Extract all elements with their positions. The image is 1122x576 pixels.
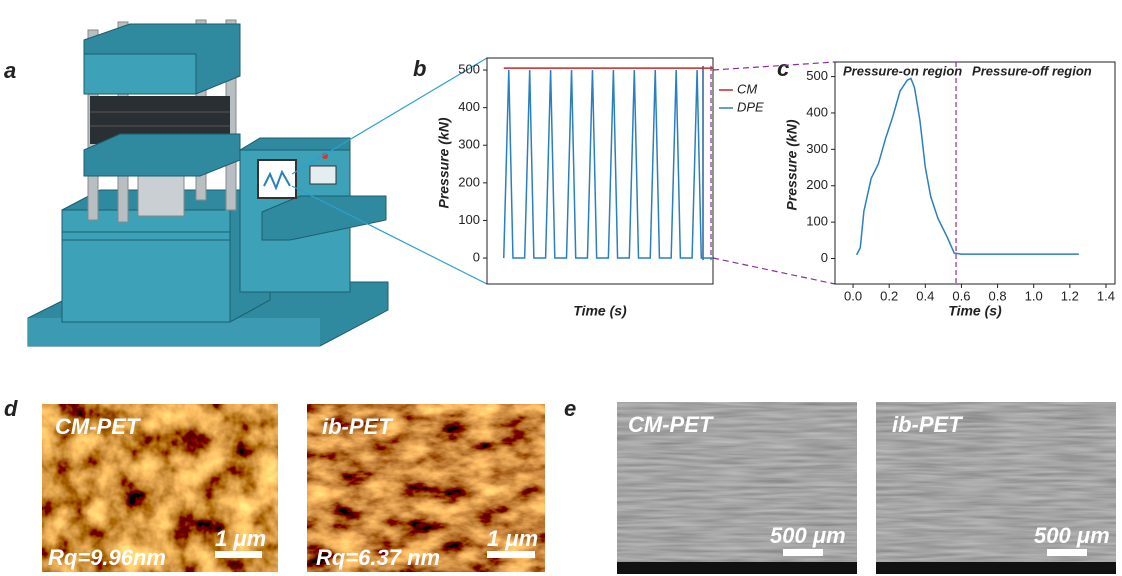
x-axis-title: Time (s) <box>573 303 627 319</box>
y-axis-title: Pressure (kN) <box>784 119 800 210</box>
sem-image <box>876 402 1116 574</box>
sem-image <box>617 402 857 574</box>
afm-label: CM-PET <box>55 414 141 439</box>
annotation: Pressure-on region <box>843 63 962 78</box>
panel-label: e <box>564 396 576 421</box>
scale-bar-label: 500 μm <box>1034 523 1110 548</box>
y-tick-label: 100 <box>806 214 828 229</box>
plot-frame <box>834 61 1116 285</box>
x-tick-label: 0.8 <box>989 288 1007 303</box>
sem-info-bar <box>617 562 857 574</box>
afm-image <box>42 404 278 572</box>
sem-label: ib-PET <box>892 412 963 437</box>
scale-bar-label: 1 μm <box>215 526 266 551</box>
scale-bar <box>1047 549 1087 556</box>
y-tick-label: 300 <box>458 137 480 152</box>
afm-label: ib-PET <box>322 414 393 439</box>
connector <box>291 57 488 175</box>
y-tick-label: 200 <box>806 177 828 192</box>
x-tick-label: 0.0 <box>844 288 862 303</box>
x-axis-title: Time (s) <box>948 303 1002 319</box>
connector <box>712 257 836 285</box>
series-line <box>856 77 1079 256</box>
scale-bar <box>487 551 535 558</box>
y-tick-label: 500 <box>806 68 828 83</box>
x-tick-label: 1.4 <box>1097 288 1115 303</box>
y-tick-label: 300 <box>806 141 828 156</box>
scale-bar-label: 500 μm <box>770 523 846 548</box>
x-tick-label: 0.2 <box>880 288 898 303</box>
legend-label: DPE <box>737 99 764 114</box>
sem-label: CM-PET <box>628 412 714 437</box>
afm-image <box>307 404 545 572</box>
connector <box>712 61 836 71</box>
panel-label: c <box>777 56 789 81</box>
x-tick-label: 1.2 <box>1061 288 1079 303</box>
x-tick-label: 0.6 <box>952 288 970 303</box>
y-tick-label: 200 <box>458 174 480 189</box>
press-illustration <box>27 19 389 347</box>
panel-label: b <box>413 56 426 81</box>
y-axis-title: Pressure (kN) <box>436 117 452 208</box>
scale-bar-label: 1 μm <box>487 526 538 551</box>
y-tick-label: 100 <box>458 212 480 227</box>
scale-bar <box>215 551 262 558</box>
y-tick-label: 400 <box>806 104 828 119</box>
panel-label: a <box>4 58 16 83</box>
panel-label: d <box>4 396 18 421</box>
y-tick-label: 0 <box>821 250 828 265</box>
x-tick-label: 1.0 <box>1025 288 1043 303</box>
annotation: Pressure-off region <box>972 63 1092 78</box>
roughness: Rq=9.96nm <box>48 545 166 570</box>
scale-bar <box>783 549 823 556</box>
connector <box>291 185 488 285</box>
roughness: Rq=6.37 nm <box>316 545 440 570</box>
y-tick-label: 0 <box>473 249 480 264</box>
y-tick-label: 500 <box>458 61 480 76</box>
plot-frame <box>486 57 714 285</box>
legend-label: CM <box>737 81 757 96</box>
y-tick-label: 400 <box>458 99 480 114</box>
sem-info-bar <box>876 562 1116 574</box>
series-line <box>502 70 713 259</box>
x-tick-label: 0.4 <box>916 288 934 303</box>
